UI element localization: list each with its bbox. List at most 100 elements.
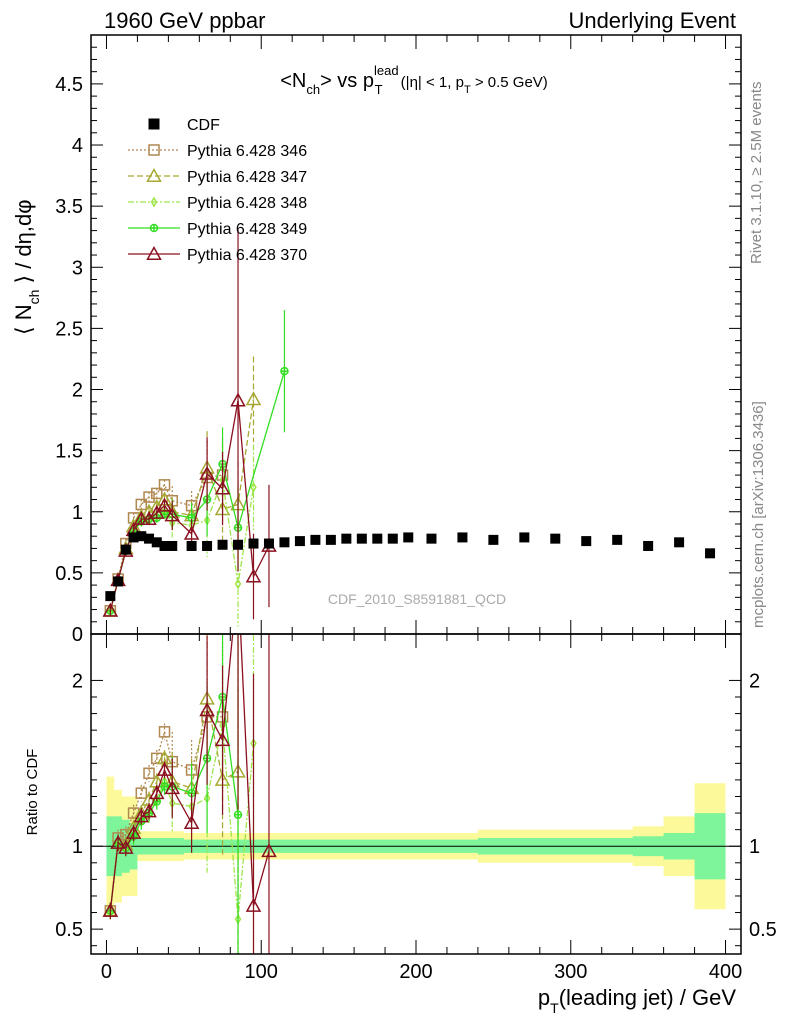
lower-ylabel: Ratio to CDF [24, 749, 41, 836]
data-point [125, 824, 142, 839]
data-point [164, 780, 181, 795]
legend-marker [148, 144, 160, 156]
legend-marker [148, 118, 160, 130]
data-point [143, 491, 155, 503]
data-point [674, 537, 685, 548]
data-point [310, 534, 321, 545]
data-point [151, 487, 163, 500]
data-point [110, 834, 126, 849]
data-point [230, 392, 246, 407]
data-point [519, 532, 530, 543]
legend: CDF Pythia 6.428 346 Pythia 6.428 347 Pythi… [128, 117, 307, 264]
data-point [102, 602, 119, 617]
series-line [109, 477, 255, 611]
legend-entry: Pythia 6.428 346 [128, 143, 307, 160]
lower-y-tick-label: 1 [72, 836, 83, 858]
data-point [133, 808, 150, 823]
header-left: 1960 GeV ppbar [104, 8, 265, 33]
data-point [372, 533, 383, 544]
data-point [183, 525, 200, 540]
legend-entry: Pythia 6.428 370 [128, 245, 307, 264]
lower-y-tick-label: 2 [72, 670, 83, 692]
series-348 [107, 634, 257, 954]
legend-label: CDF [187, 117, 220, 134]
series-349 [106, 310, 289, 616]
legend-entry: Pythia 6.428 348 [128, 195, 307, 212]
upper-y-tick-label: 4 [72, 135, 83, 157]
data-point [387, 533, 398, 544]
upper-y-tick-label: 0 [72, 624, 83, 646]
lower-y-tick-label-right: 2 [749, 670, 760, 692]
data-point [158, 479, 171, 491]
upper-panel [102, 229, 716, 627]
data-point [280, 366, 289, 376]
data-point [234, 578, 242, 590]
data-point [705, 548, 716, 559]
data-point [294, 536, 305, 547]
data-point [183, 814, 200, 829]
data-point [457, 532, 468, 543]
series-line [109, 716, 223, 911]
data-point [245, 897, 262, 912]
x-tick-label: 200 [399, 961, 432, 983]
data-point [426, 533, 437, 544]
legend-marker [146, 245, 162, 260]
data-point [550, 533, 561, 544]
data-point [643, 540, 654, 551]
rivet-label: Rivet 3.1.10, ≥ 2.5M events [748, 82, 765, 265]
axes: 0 0.5 1 1.5 2 2.5 3 3.5 4 4.5 0.5 0.5 1 1 2 2 0 100 200 300… [55, 34, 777, 983]
data-point [199, 702, 215, 717]
data-point [118, 839, 134, 854]
x-tick-label: 100 [245, 961, 278, 983]
data-point [156, 497, 173, 512]
upper-y-tick-label: 2 [72, 380, 83, 402]
data-point [135, 787, 148, 799]
data-point [164, 507, 181, 522]
data-point [102, 902, 119, 917]
data-point [127, 807, 140, 819]
data-point [612, 534, 623, 545]
legend-marker [149, 223, 159, 233]
upper-y-tick-label: 2.5 [55, 318, 83, 340]
data-point [325, 534, 336, 545]
data-point [199, 465, 215, 480]
x-tick-label: 300 [554, 961, 587, 983]
data-point [113, 576, 124, 587]
upper-y-tick-label: 4.5 [55, 74, 83, 96]
legend-label: Pythia 6.428 346 [187, 143, 307, 160]
data-point [167, 540, 178, 551]
data-point [143, 767, 155, 780]
data-point [158, 726, 171, 738]
mcplots-label: mcplots.cern.ch [arXiv:1306.3436] [750, 401, 767, 628]
data-point [356, 533, 367, 544]
data-point [214, 480, 231, 495]
data-point [261, 843, 277, 858]
data-point [248, 538, 259, 549]
data-point [233, 810, 243, 819]
x-tick-label: 400 [709, 961, 742, 983]
data-point [217, 539, 228, 550]
x-tick-label: 0 [101, 961, 112, 983]
data-point [214, 732, 231, 747]
data-point [148, 785, 165, 800]
data-point [488, 534, 499, 545]
upper-y-tick-label: 3.5 [55, 196, 83, 218]
data-point [186, 540, 197, 551]
x-axis-label: pT(leading jet) / GeV [538, 985, 736, 1016]
upper-y-tick-label: 1.5 [55, 441, 83, 463]
legend-label: Pythia 6.428 370 [187, 247, 307, 264]
data-point [341, 533, 352, 544]
data-point [156, 761, 173, 776]
legend-marker [146, 167, 162, 182]
data-point [250, 481, 257, 493]
data-point [245, 568, 262, 583]
lower-y-tick-label-right: 0.5 [749, 919, 777, 941]
upper-ylabel: ⟨ Nch ⟩ / dη,dφ [11, 199, 42, 335]
data-point [151, 752, 163, 765]
upper-y-tick-label: 0.5 [55, 563, 83, 585]
data-point [148, 504, 165, 519]
data-point [245, 391, 262, 406]
data-point [263, 538, 274, 549]
legend-label: Pythia 6.428 347 [187, 169, 307, 186]
